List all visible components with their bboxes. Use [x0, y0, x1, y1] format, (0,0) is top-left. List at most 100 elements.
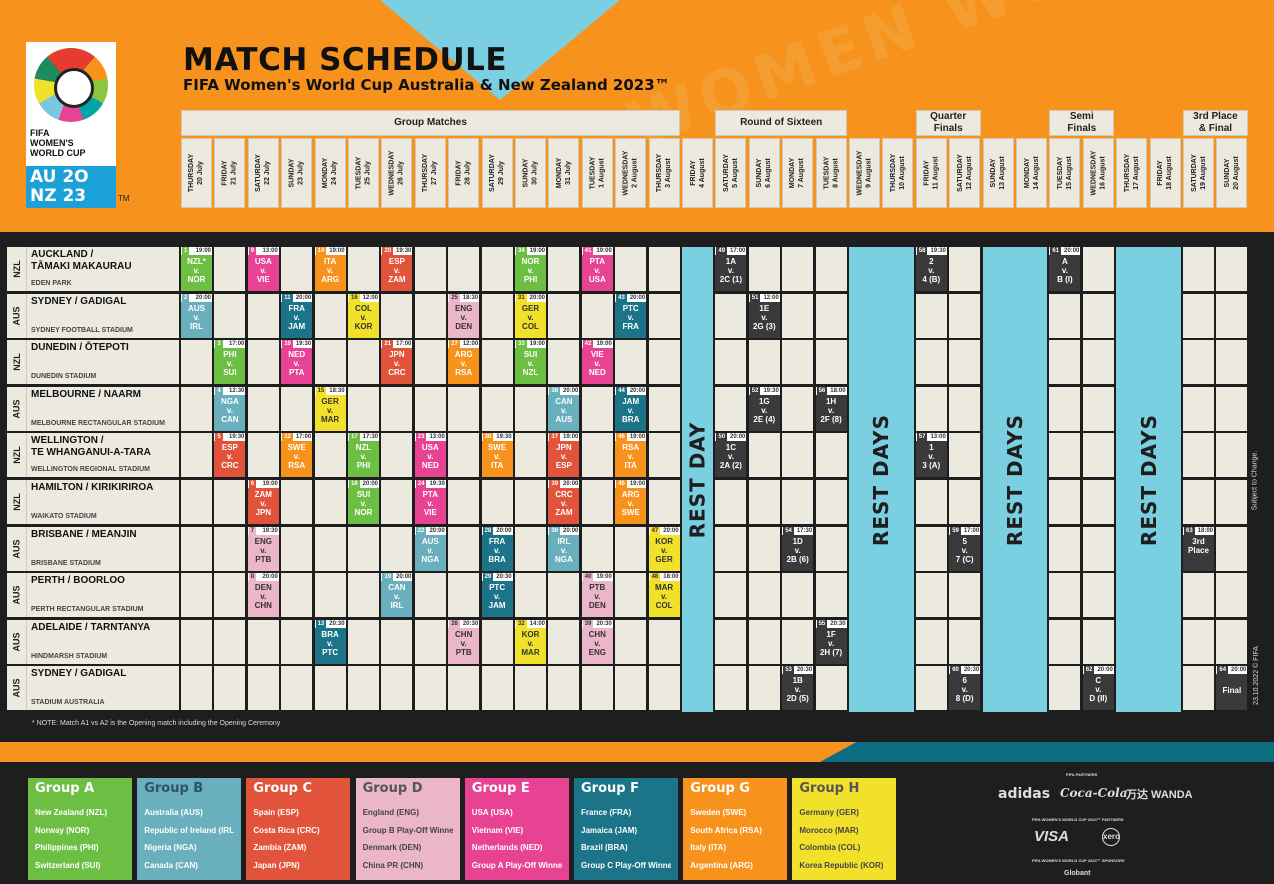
match-cell[interactable]: 41 19:00 PTA v. USA: [581, 247, 613, 291]
match-cell[interactable]: 24 19:30 PTA v. VIE: [414, 480, 446, 524]
match-cell[interactable]: 3 17:00 PHI v. SUI: [214, 340, 246, 385]
match-cell[interactable]: 18 20:00 SUI v. NOR: [348, 480, 379, 524]
empty-slot: [782, 433, 814, 478]
team-name: Republic of Ireland (IRL): [144, 825, 235, 835]
empty-slot: [481, 340, 513, 385]
match-cell[interactable]: 34 19:00 NOR v. PHI: [515, 247, 546, 291]
match-cell[interactable]: 46 19:00 RSA v. ITA: [615, 433, 647, 478]
match-cell[interactable]: 50 20:00 1C v. 2A (2): [715, 433, 747, 478]
day-label: SATURDAY 29 July: [489, 154, 506, 192]
country-code: AUS: [7, 666, 27, 711]
match-cell[interactable]: 45 19:00 ARG v. SWE: [615, 480, 647, 524]
match-cell[interactable]: 37 19:00 JPN v. ESP: [548, 433, 580, 478]
match-cell[interactable]: 39 20:00 CRC v. ZAM: [548, 480, 580, 524]
match-header: 52 19:30: [748, 386, 780, 395]
stage-header: Quarter Finals: [915, 110, 981, 136]
match-cell[interactable]: 58 19:30 2 v. 4 (B): [915, 247, 947, 291]
match-teams: ARG v. RSA: [454, 350, 473, 378]
empty-slot: [214, 293, 246, 338]
match-cell[interactable]: 11 20:00 FRA v. JAM: [281, 293, 313, 338]
empty-slot: [949, 433, 981, 478]
match-cell[interactable]: 60 20:30 6 v. 8 (D): [949, 666, 981, 711]
match-cell[interactable]: 51 12:00 1E v. 2G (3): [748, 293, 780, 338]
match-cell[interactable]: 56 18:00 1H v. 2F (8): [815, 386, 847, 431]
empty-slot: [648, 619, 680, 664]
match-cell[interactable]: 2 20:00 AUS v. IRL: [181, 293, 212, 338]
match-cell[interactable]: 59 17:00 5 v. 7 (C): [949, 526, 981, 571]
match-cell[interactable]: 26 20:30 CHN v. PTB: [448, 619, 480, 664]
match-cell[interactable]: 5 19:30 ESP v. CRC: [214, 433, 246, 478]
empty-slot: [815, 293, 847, 338]
match-cell[interactable]: 12 17:00 SWE v. RSA: [281, 433, 313, 478]
match-cell[interactable]: 63 18:00 3rd Place: [1183, 526, 1214, 571]
match-cell[interactable]: 21 17:00 JPN v. CRC: [381, 340, 413, 385]
match-cell[interactable]: 10 19:30 NED v. PTA: [281, 340, 313, 385]
match-cell[interactable]: 47 20:00 KOR v. GER: [648, 526, 680, 571]
sponsor-cocacola: Coca-Cola: [1060, 786, 1128, 800]
logo-text: FIFA WOMEN'S WORLD CUP: [30, 128, 86, 158]
empty-slot: [782, 340, 814, 385]
day-header: SATURDAY 22 July: [247, 138, 279, 208]
match-cell[interactable]: 54 17:30 1D v. 2B (6): [782, 526, 814, 571]
match-teams: MAR v. COL: [654, 583, 674, 611]
match-cell[interactable]: 52 19:30 1G v. 2E (4): [748, 386, 780, 431]
empty-slot: [1216, 247, 1248, 291]
empty-slot: [515, 386, 546, 431]
empty-slot: [515, 480, 546, 524]
empty-slot: [314, 526, 346, 571]
match-cell[interactable]: 8 20:00 DEN v. CHN: [247, 573, 279, 618]
match-cell[interactable]: 28 20:00 FRA v. BRA: [481, 526, 513, 571]
empty-slot: [281, 573, 313, 618]
match-cell[interactable]: 38 20:00 CAN v. AUS: [548, 386, 580, 431]
match-cell[interactable]: 7 19:30 ENG v. PTB: [247, 526, 279, 571]
match-time: 19:00: [529, 341, 545, 348]
match-time: 20:00: [663, 527, 679, 534]
match-cell[interactable]: 43 20:00 PTC v. FRA: [615, 293, 647, 338]
match-header: 46 19:00: [615, 433, 647, 442]
match-cell[interactable]: 57 13:00 1 v. 3 (A): [915, 433, 947, 478]
match-cell[interactable]: 15 18:30 GER v. MAR: [314, 386, 346, 431]
match-cell[interactable]: 55 20:30 1F v. 2H (7): [815, 619, 847, 664]
match-cell[interactable]: 33 19:00 SUI v. NZL: [515, 340, 546, 385]
day-label: SATURDAY 19 August: [1190, 154, 1207, 192]
match-cell[interactable]: 53 20:30 1B v. 2D (5): [782, 666, 814, 711]
match-cell[interactable]: 9 13:00 USA v. VIE: [247, 247, 279, 291]
match-cell[interactable]: 40 19:00 PTB v. DEN: [581, 573, 613, 618]
match-cell[interactable]: 48 18:00 MAR v. COL: [648, 573, 680, 618]
match-cell[interactable]: 4 12:30 NGA v. CAN: [214, 386, 246, 431]
match-cell[interactable]: 17 17:30 NZL v. PHI: [348, 433, 379, 478]
match-cell[interactable]: 49 17:00 1A v. 2C (1): [715, 247, 747, 291]
match-cell[interactable]: 30 19:30 SWE v. ITA: [481, 433, 513, 478]
match-cell[interactable]: 1 19:00 NZL* v. NOR: [181, 247, 212, 291]
match-cell[interactable]: 27 12:00 ARG v. RSA: [448, 340, 480, 385]
match-cell[interactable]: 44 20:00 JAM v. BRA: [615, 386, 647, 431]
match-cell[interactable]: 16 12:00 COL v. KOR: [348, 293, 379, 338]
match-teams: ESP v. ZAM: [388, 257, 406, 284]
empty-slot: [414, 666, 446, 711]
match-cell[interactable]: 19 20:00 CAN v. IRL: [381, 573, 413, 618]
match-cell[interactable]: 13 20:30 BRA v. PTC: [314, 619, 346, 664]
match-cell[interactable]: 6 19:00 ZAM v. JPN: [247, 480, 279, 524]
match-cell[interactable]: 23 13:00 USA v. NED: [414, 433, 446, 478]
match-cell[interactable]: 61 20:00 A v. B (I): [1049, 247, 1081, 291]
match-cell[interactable]: 62 20:00 C v. D (II): [1082, 666, 1114, 711]
match-cell[interactable]: 32 14:00 KOR v. MAR: [515, 619, 546, 664]
match-cell[interactable]: 29 20:30 PTC v. JAM: [481, 573, 513, 618]
match-cell[interactable]: 36 20:00 IRL v. NGA: [548, 526, 580, 571]
match-cell[interactable]: 31 20:00 GER v. COL: [515, 293, 546, 338]
venue-name: BRISBANE / MEANJIN: [31, 528, 137, 540]
venue-row-label: AUS SYDNEY / GADIGAL STADIUM AUSTRALIA: [7, 666, 179, 711]
match-cell[interactable]: 14 19:00 ITA v. ARG: [314, 247, 346, 291]
match-cell[interactable]: 39 20:30 CHN v. ENG: [581, 619, 613, 664]
match-header: 50 20:00: [715, 433, 747, 442]
match-teams: 1D v. 2B (6): [786, 536, 809, 564]
match-teams: CHN v. ENG: [588, 629, 606, 657]
match-cell[interactable]: 25 18:30 ENG v. DEN: [448, 293, 480, 338]
match-cell[interactable]: 22 20:00 AUS v. NGA: [414, 526, 446, 571]
match-cell[interactable]: 42 19:00 VIE v. NED: [581, 340, 613, 385]
match-teams: PHI v. SUI: [223, 350, 237, 378]
day-label: TUESDAY 15 August: [1056, 156, 1073, 190]
match-cell[interactable]: 20 19:30 ESP v. ZAM: [381, 247, 413, 291]
match-cell[interactable]: 64 20:00 Final: [1216, 666, 1248, 711]
empty-slot: [1049, 573, 1081, 618]
